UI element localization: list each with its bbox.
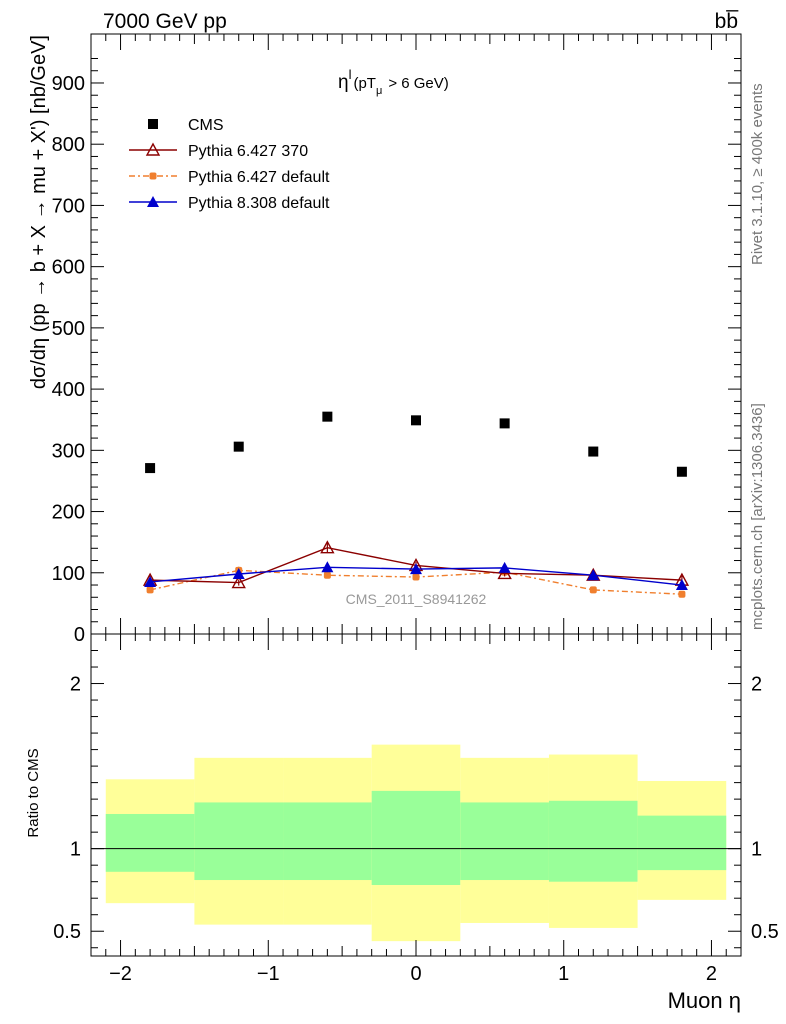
cut-label-eta: η (338, 72, 349, 93)
ratio-inner-band-4 (460, 802, 549, 881)
x-axis-title: Muon η (668, 988, 741, 1013)
ratio-xtick-label: −1 (257, 963, 280, 985)
cut-label-sub: μ (376, 85, 382, 97)
main-y-axis-title: dσ/dη (pp → b + X → mu + X') [nb/GeV] (28, 35, 50, 389)
data-point-pythia-6-427-default (146, 586, 154, 594)
energy-label: 7000 GeV pp (103, 10, 227, 33)
data-point-cms (499, 418, 510, 429)
data-point-cms (588, 446, 599, 457)
ratio-inner-band-5 (548, 800, 638, 882)
source-label: mcplots.cern.ch [arXiv:1306.3436] (749, 403, 766, 630)
legend-label-pythia-8-308-default: Pythia 8.308 default (188, 195, 330, 212)
data-point-pythia-8-308-default (675, 579, 688, 591)
data-point-pythia-8-308-default (232, 568, 245, 579)
main-ytick-label: 600 (52, 257, 85, 279)
cut-label-pt: (pT (353, 75, 376, 92)
legend-label-cms: CMS (188, 117, 224, 134)
cut-label-sup: l (349, 67, 352, 82)
data-point-pythia-6-427-default (323, 571, 331, 579)
data-point-pythia-8-308-default (144, 575, 157, 587)
ratio-xtick-label: 1 (558, 963, 569, 985)
data-point-cms (322, 411, 333, 422)
process-label: bb̅ (715, 10, 740, 33)
legend-marker-pythia-8-308-default (147, 196, 159, 207)
legend-label-pythia-6-427-default: Pythia 6.427 default (188, 169, 330, 186)
data-point-pythia-6-427-370 (320, 540, 335, 554)
ratio-ytick-label-left: 0.5 (53, 921, 81, 943)
legend-marker-pythia-6-427-default (149, 172, 157, 180)
main-ytick-label: 700 (52, 195, 85, 217)
data-point-pythia-6-427-default (678, 590, 686, 598)
data-point-pythia-6-427-default (589, 586, 597, 594)
data-point-cms (233, 441, 244, 452)
data-point-pythia-6-427-370 (497, 565, 512, 580)
legend-marker-cms (148, 119, 158, 129)
cut-label: ηl(pTμ > 6 GeV) (338, 67, 449, 97)
data-point-pythia-6-427-default (412, 573, 420, 581)
ratio-inner-band-0 (105, 813, 195, 872)
main-ytick-label: 200 (52, 502, 85, 524)
legend: CMS Pythia 6.427 370 Pythia 6.427 default P… (129, 117, 330, 212)
main-ytick-label: 400 (52, 379, 85, 401)
rivet-label: Rivet 3.1.10, ≥ 400k events (749, 83, 766, 265)
cut-label-rest: > 6 GeV) (388, 75, 448, 92)
main-ytick-label: 500 (52, 318, 85, 340)
main-ytick-label: 0 (74, 624, 85, 646)
ratio-ytick-label-right: 2 (751, 674, 762, 696)
ratio-ytick-label-right: 1 (751, 839, 762, 861)
data-point-pythia-8-308-default (321, 561, 334, 573)
data-point-pythia-6-427-370 (231, 575, 246, 589)
ratio-xtick-label: 2 (706, 963, 717, 985)
ratio-ytick-label-left: 2 (70, 674, 81, 696)
data-point-pythia-8-308-default (498, 561, 511, 573)
main-ytick-label: 900 (52, 73, 85, 95)
legend-label-pythia-6-427-370: Pythia 6.427 370 (188, 143, 308, 160)
legend-marker-pythia-6-427-370 (145, 142, 161, 156)
ratio-inner-band-1 (194, 802, 284, 881)
data-point-cms (145, 463, 156, 474)
analysis-watermark: CMS_2011_S8941262 (346, 591, 487, 607)
ratio-xtick-label: −2 (109, 963, 132, 985)
data-point-pythia-8-308-default (410, 563, 422, 575)
ratio-inner-band-6 (637, 815, 727, 871)
main-panel: 0 100 200 300 400 500 600 700 800 900 (52, 33, 742, 646)
ratio-xtick-label: 0 (410, 963, 421, 985)
main-ytick-label: 100 (52, 563, 85, 585)
data-point-cms (411, 415, 421, 426)
main-ytick-label: 800 (52, 134, 85, 156)
ratio-ytick-label-left: 1 (70, 839, 81, 861)
ratio-inner-band-3 (371, 790, 461, 885)
main-ytick-label: 300 (52, 440, 85, 462)
data-point-pythia-8-308-default (587, 569, 600, 581)
ratio-panel: −2 −1 0 1 2 0.5 0.5 1 1 2 2 (53, 633, 779, 985)
ratio-y-axis-title: Ratio to CMS (25, 748, 42, 837)
ratio-ytick-label-right: 0.5 (751, 921, 779, 943)
ratio-inner-band-2 (283, 802, 372, 881)
data-point-cms (676, 466, 687, 477)
